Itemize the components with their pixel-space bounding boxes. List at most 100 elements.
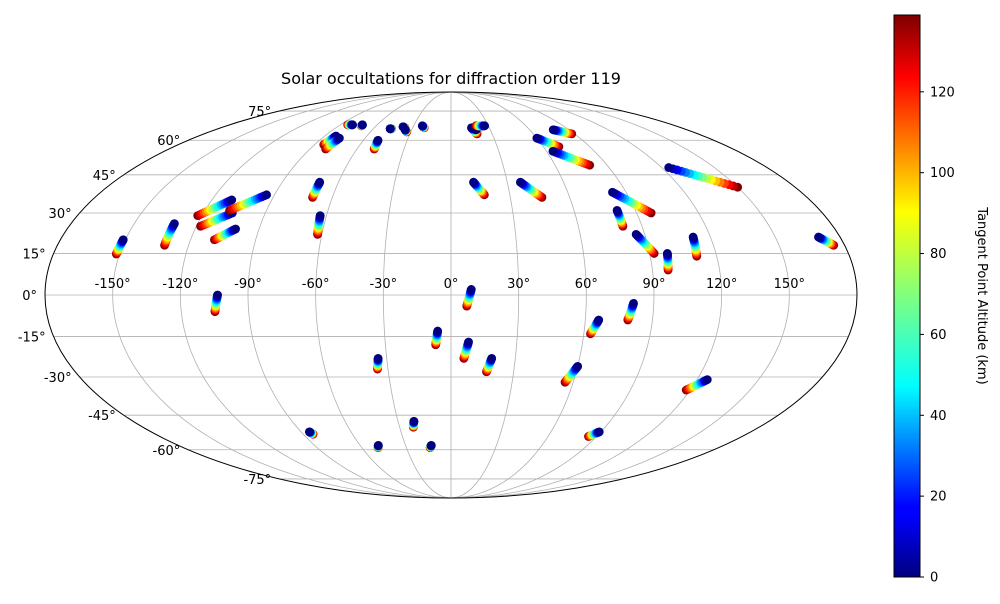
colorbar-tick-label: 60 [930, 328, 947, 343]
occultation-track [471, 121, 490, 131]
data-point [469, 177, 478, 187]
data-point [631, 229, 641, 239]
occultation-track [623, 298, 638, 325]
data-point [305, 427, 314, 437]
data-point [385, 124, 395, 134]
lat-tick-label: -60° [153, 444, 181, 459]
data-point [170, 219, 179, 229]
data-point [373, 353, 383, 363]
data-point [464, 337, 473, 347]
occultation-track [515, 177, 547, 202]
gridlines [44, 91, 858, 499]
data-point [688, 232, 698, 242]
data-point [334, 133, 344, 143]
data-point [409, 416, 419, 426]
data-point [433, 326, 443, 336]
occultation-track [459, 337, 473, 363]
chart-title: Solar occultations for diffraction order… [281, 69, 621, 88]
data-point [612, 205, 622, 215]
occultation-track [532, 133, 564, 152]
occultation-track [373, 441, 383, 452]
occultation-track [681, 375, 712, 395]
occultation-track [305, 427, 318, 439]
data-point [548, 146, 558, 156]
colorbar-tick-label: 120 [930, 85, 955, 100]
data-point [213, 290, 222, 300]
data-point [400, 125, 410, 135]
colorbar-tick-label: 40 [930, 409, 947, 424]
data-point [548, 125, 558, 135]
occultation-track [584, 427, 604, 441]
occultation-track [373, 353, 383, 374]
occultation-track [482, 353, 497, 377]
data-point [629, 298, 638, 308]
lat-tick-label: 45° [93, 169, 116, 184]
data-point [227, 195, 237, 205]
occultation-track [664, 163, 743, 192]
data-point [315, 211, 325, 221]
lat-tick-label: -30° [44, 371, 72, 386]
data-point [487, 353, 497, 363]
occultation-track [548, 146, 595, 170]
lon-tick-label: 30° [507, 277, 530, 292]
colorbar-tick-label: 100 [930, 166, 955, 181]
data-point [662, 249, 672, 258]
lat-tick-label: 0° [22, 289, 37, 304]
data-point [373, 441, 383, 450]
data-point [532, 133, 542, 143]
lat-tick-label: 30° [49, 207, 72, 222]
data-point [358, 120, 367, 130]
occultation-track [210, 224, 240, 245]
occultation-track [321, 133, 344, 154]
occultation-track [814, 232, 839, 250]
occultation-track [369, 135, 383, 154]
colorbar: 0 20 40 60 80 100 120 Tangent Point Altitude (k… [893, 14, 989, 586]
data-point [466, 285, 476, 294]
occultation-track [408, 416, 419, 432]
occultation-track [662, 249, 673, 275]
lat-tick-label: 75° [248, 105, 271, 120]
data-point [231, 224, 240, 234]
colorbar-tick-label: 80 [930, 247, 947, 262]
occultation-track [225, 190, 271, 215]
occultation-track [193, 195, 237, 221]
data-point [664, 163, 674, 172]
occultation-track [308, 177, 325, 202]
occultation-track [313, 211, 325, 239]
occultation-track [160, 219, 179, 250]
occultation-track [400, 125, 412, 137]
data-point [480, 121, 490, 131]
occultation-track [469, 177, 489, 200]
lon-tick-label: 0° [444, 277, 459, 292]
occultation-track [560, 361, 583, 387]
lat-tick-label: 60° [157, 134, 180, 149]
lat-tick-label: 15° [23, 247, 46, 262]
colorbar-label: Tangent Point Altitude (km) [974, 206, 989, 384]
occultation-track [608, 187, 656, 218]
data-point [348, 120, 358, 130]
lon-tick-label: 90° [642, 277, 665, 292]
data-point [426, 441, 436, 450]
lon-tick-label: -60° [302, 277, 330, 292]
lon-tick-label: -30° [369, 277, 397, 292]
data-point [702, 375, 712, 385]
colorbar-gradient [893, 14, 921, 578]
occultation-track [431, 326, 443, 350]
data-point [118, 235, 128, 245]
occultation-track [688, 232, 702, 261]
occultation-track [417, 121, 429, 133]
occultation-track [631, 229, 659, 258]
data-point [515, 177, 525, 187]
occultation-track [111, 235, 128, 259]
lon-tick-label: 60° [575, 277, 598, 292]
lon-tick-label: -150° [95, 277, 131, 292]
data-point [594, 427, 604, 437]
lon-tick-label: -120° [162, 277, 198, 292]
occultation-track [356, 120, 367, 131]
occultation-track [462, 285, 476, 311]
lat-tick-label: -15° [18, 331, 46, 346]
occultation-track [210, 290, 222, 317]
lon-tick-label: 120° [706, 277, 737, 292]
colorbar-tick-label: 0 [930, 571, 938, 586]
